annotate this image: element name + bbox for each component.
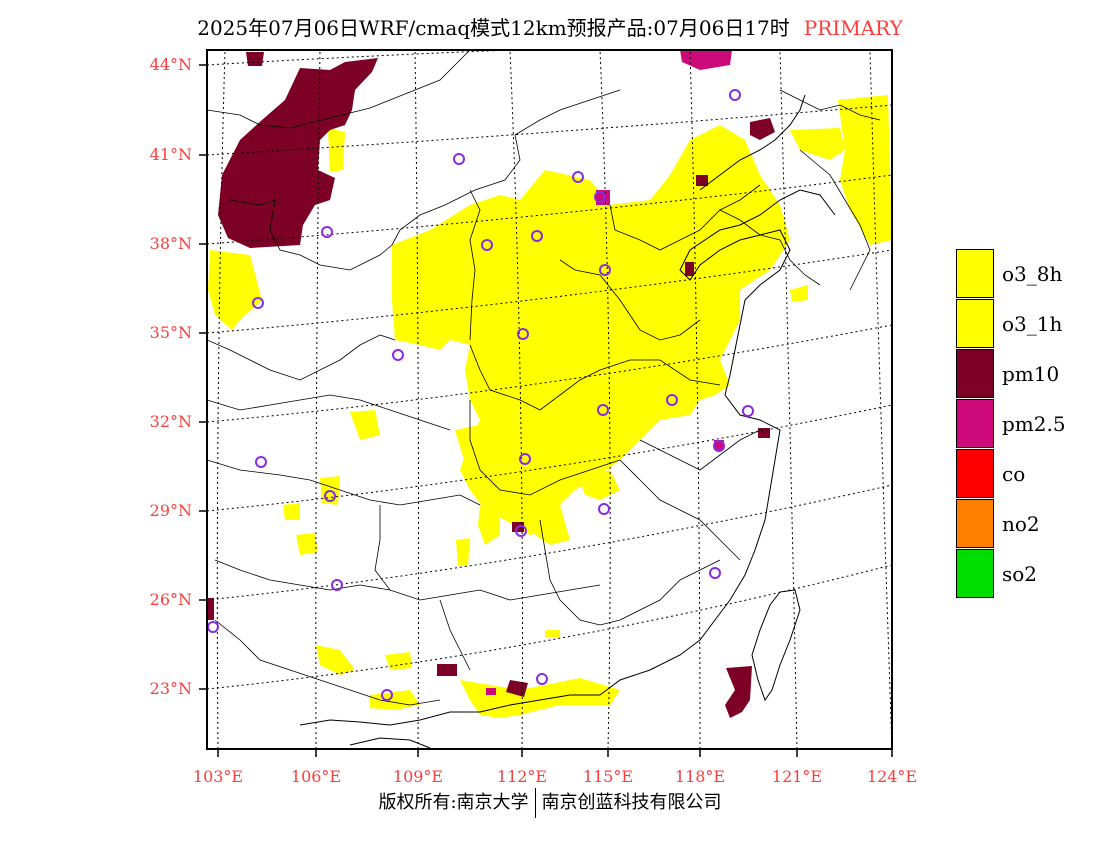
circle-marker-icon (519, 453, 531, 465)
circle-marker-icon (481, 239, 493, 251)
circle-marker-icon (598, 503, 610, 515)
coastline (299, 94, 836, 749)
legend-swatch (956, 249, 994, 298)
circle-marker-icon (515, 525, 527, 537)
lat-label: 23°N (150, 679, 192, 698)
lat-label: 41°N (150, 145, 192, 164)
circle-marker-icon (517, 328, 529, 340)
circle-marker-icon (321, 226, 333, 238)
legend-label: pm2.5 (1002, 412, 1066, 436)
circle-marker-icon (252, 297, 264, 309)
copyright-footer: 版权所有:南京大学 南京创蓝科技有限公司 (0, 788, 1100, 818)
circle-marker-icon (381, 689, 393, 701)
legend-label: pm10 (1002, 362, 1060, 386)
circle-marker-icon (207, 621, 219, 633)
circle-marker-icon (392, 349, 404, 361)
lon-label: 115°E (583, 767, 633, 786)
province-boundaries (207, 50, 881, 706)
lat-labels: 23°N 26°N 29°N 32°N 35°N 38°N 41°N 44°N (150, 55, 192, 698)
legend-swatch (956, 349, 994, 398)
lon-label: 118°E (675, 767, 725, 786)
circle-marker-icon (531, 230, 543, 242)
axis-ticks (199, 64, 893, 757)
lon-label: 124°E (867, 767, 917, 786)
legend-label: no2 (1002, 512, 1040, 536)
circle-marker-icon (536, 673, 548, 685)
title-main: 2025年07月06日WRF/cmaq模式12km预报产品:07月06日17时 (197, 16, 790, 40)
lat-label: 32°N (150, 412, 192, 431)
circle-marker-icon (572, 171, 584, 183)
station-markers (207, 89, 754, 701)
legend-label: so2 (1002, 562, 1038, 586)
legend-swatch (956, 299, 994, 348)
lon-label: 106°E (291, 767, 341, 786)
graticule (207, 50, 892, 749)
circle-marker-icon (666, 394, 678, 406)
footer-separator (534, 788, 536, 818)
legend-swatch (956, 499, 994, 548)
legend-label: o3_1h (1002, 312, 1063, 336)
title-tag: PRIMARY (803, 16, 903, 40)
plot-frame (206, 49, 893, 750)
lat-label: 35°N (150, 323, 192, 342)
lon-label: 112°E (497, 767, 547, 786)
map-title: 2025年07月06日WRF/cmaq模式12km预报产品:07月06日17时 P… (0, 12, 1100, 41)
legend-swatch (956, 399, 994, 448)
o3-exceedance-areas (208, 95, 892, 718)
lat-label: 44°N (150, 55, 192, 74)
legend-label: co (1002, 462, 1026, 486)
lon-label: 109°E (393, 767, 443, 786)
legend-label: o3_8h (1002, 262, 1063, 286)
footer-right: 南京创蓝科技有限公司 (541, 792, 722, 813)
circle-marker-icon (742, 405, 754, 417)
circle-marker-icon (599, 264, 611, 276)
circle-marker-icon (331, 579, 343, 591)
footer-left: 版权所有:南京大学 (378, 792, 529, 813)
circle-marker-icon (597, 404, 609, 416)
circle-marker-icon (594, 191, 606, 203)
circle-marker-icon (709, 567, 721, 579)
lon-label: 103°E (193, 767, 243, 786)
lon-labels: 103°E 106°E 109°E 112°E 115°E 118°E 121°… (193, 767, 917, 786)
circle-marker-icon (713, 440, 725, 452)
legend-swatch (956, 549, 994, 598)
legend-swatch (956, 449, 994, 498)
circle-marker-icon (729, 89, 741, 101)
lat-label: 29°N (150, 501, 192, 520)
lat-label: 38°N (150, 234, 192, 253)
lat-label: 26°N (150, 590, 192, 609)
circle-marker-icon (255, 456, 267, 468)
circle-marker-icon (453, 153, 465, 165)
lon-label: 121°E (772, 767, 822, 786)
circle-marker-icon (324, 490, 336, 502)
